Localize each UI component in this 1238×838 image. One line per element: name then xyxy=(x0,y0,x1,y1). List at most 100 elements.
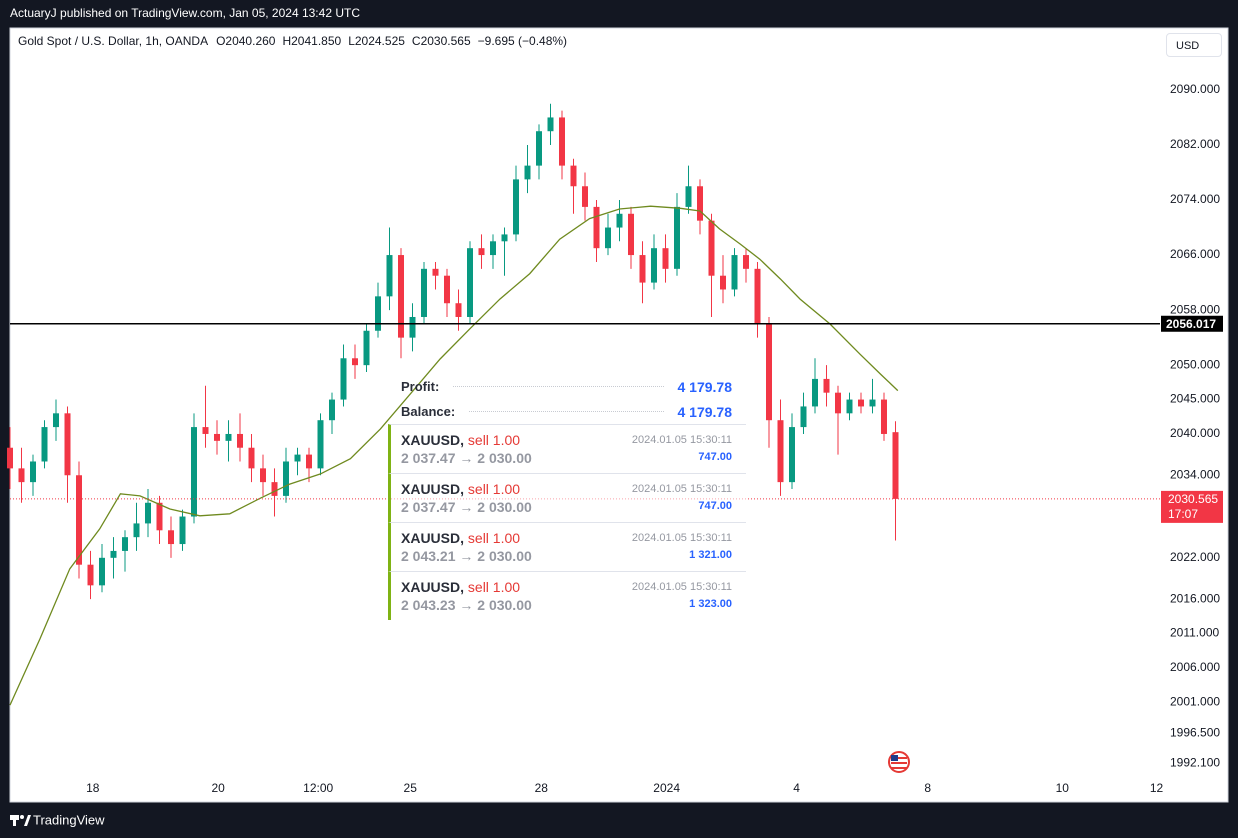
candle-body xyxy=(812,378,818,407)
currency-button[interactable]: USD xyxy=(1166,33,1222,57)
candle-body xyxy=(708,220,715,276)
candle-body xyxy=(455,303,462,317)
candle-body xyxy=(7,447,13,469)
ohlc-label: L2024.525 xyxy=(348,34,405,48)
candle-body xyxy=(18,468,25,483)
candle-body xyxy=(248,447,255,469)
x-tick-label: 12 xyxy=(1150,781,1164,795)
candle-body xyxy=(375,296,381,331)
trade-title: XAUUSD, sell 1.00 xyxy=(401,481,520,497)
profit-label: Profit: xyxy=(401,379,440,394)
candle-body xyxy=(122,537,128,551)
candle-body xyxy=(329,399,335,421)
candle-body xyxy=(570,165,577,187)
time: 2024.01.05 15:30:11 xyxy=(631,434,732,446)
side: sell 1.00 xyxy=(467,432,521,448)
candle-body xyxy=(743,255,749,269)
candle-body xyxy=(386,255,393,297)
candle-body xyxy=(478,248,485,256)
countdown: 17:07 xyxy=(1168,507,1198,521)
event-icon xyxy=(888,751,910,773)
candle-body xyxy=(685,186,692,207)
candle-body xyxy=(593,206,600,249)
candle-body xyxy=(145,502,151,524)
x-tick-label: 28 xyxy=(535,781,549,795)
candle-body xyxy=(697,186,703,221)
x-tick-label: 12:00 xyxy=(303,781,333,795)
trade: XAUUSD, sell 1.00 2 037.47 → 2 030.00 20… xyxy=(388,424,746,473)
profit-row: Profit: 4 179.78 xyxy=(388,374,746,399)
candle-body xyxy=(823,378,830,393)
candle-body xyxy=(547,117,554,132)
brand-logo xyxy=(10,815,31,826)
candle-body xyxy=(662,248,669,269)
side: sell 1.00 xyxy=(467,579,521,595)
balance-value: 4 179.78 xyxy=(677,403,733,420)
x-tick-label: 20 xyxy=(211,781,225,795)
candle-body xyxy=(869,399,876,407)
candle-body xyxy=(639,255,646,283)
time: 2024.01.05 15:30:11 xyxy=(631,532,732,544)
symbol: XAUUSD, xyxy=(401,432,465,448)
candle-body xyxy=(559,117,565,166)
y-tick-label: 2006.000 xyxy=(1170,660,1220,674)
candle-body xyxy=(352,358,358,366)
candle-body xyxy=(41,427,48,462)
candle-body xyxy=(271,482,278,496)
trade-title: XAUUSD, sell 1.00 xyxy=(401,432,520,448)
y-tick-label: 2016.000 xyxy=(1170,591,1220,605)
candle-body xyxy=(340,358,347,400)
candle-body xyxy=(524,165,531,180)
last-price-box xyxy=(1161,490,1223,523)
candle-body xyxy=(616,213,623,228)
amount: 747.00 xyxy=(698,500,732,512)
x-tick-label: 4 xyxy=(793,781,800,795)
candle-body xyxy=(766,323,772,421)
symbol: XAUUSD, xyxy=(401,579,465,595)
change-label: −9.695 (−0.48%) xyxy=(478,34,567,48)
prices: 2 037.47 → 2 030.00 xyxy=(401,499,532,515)
candle-body xyxy=(582,186,588,207)
candle-body xyxy=(294,454,301,462)
candle-body xyxy=(720,275,726,290)
candle-body xyxy=(605,227,611,249)
candle-body xyxy=(363,330,370,366)
y-tick-label: 1992.100 xyxy=(1170,756,1220,770)
x-tick-label: 10 xyxy=(1056,781,1070,795)
candle-body xyxy=(260,468,266,483)
ohlc-label: O2040.260 xyxy=(216,34,276,48)
trade: XAUUSD, sell 1.00 2 043.21 → 2 030.00 20… xyxy=(388,522,746,571)
chart-pane xyxy=(9,27,1229,803)
trade-list: XAUUSD, sell 1.00 2 037.47 → 2 030.00 20… xyxy=(388,424,746,620)
candle-body xyxy=(99,557,105,586)
side: sell 1.00 xyxy=(467,530,521,546)
candle-body xyxy=(731,255,738,290)
candle-body xyxy=(398,255,404,338)
y-tick-label: 2040.000 xyxy=(1170,426,1220,440)
y-tick-label: 2045.000 xyxy=(1170,392,1220,406)
candle-body xyxy=(513,179,519,235)
candle-body xyxy=(168,530,174,545)
ohlc-label: H2041.850 xyxy=(282,34,341,48)
candle-body xyxy=(110,550,117,558)
profit-value: 4 179.78 xyxy=(677,378,733,395)
y-tick-label: 2011.000 xyxy=(1170,626,1219,640)
prices: 2 043.23 → 2 030.00 xyxy=(401,597,532,613)
candle-body xyxy=(202,427,209,434)
side: sell 1.00 xyxy=(467,481,521,497)
candle-body xyxy=(237,433,243,448)
candle-body xyxy=(214,433,220,441)
candle-body xyxy=(846,399,853,414)
candle-body xyxy=(789,427,795,483)
symbol: XAUUSD, xyxy=(401,530,465,546)
publisher: ActuaryJ published on TradingView.com, J… xyxy=(10,6,360,20)
y-tick-label: 2034.000 xyxy=(1170,467,1220,481)
candle-body xyxy=(156,502,163,531)
trade-title: XAUUSD, sell 1.00 xyxy=(401,579,520,595)
x-tick-label: 25 xyxy=(404,781,418,795)
candle-body xyxy=(87,564,94,586)
candle-body xyxy=(835,392,841,414)
candle-body xyxy=(674,206,680,269)
x-tick-label: 8 xyxy=(924,781,931,795)
